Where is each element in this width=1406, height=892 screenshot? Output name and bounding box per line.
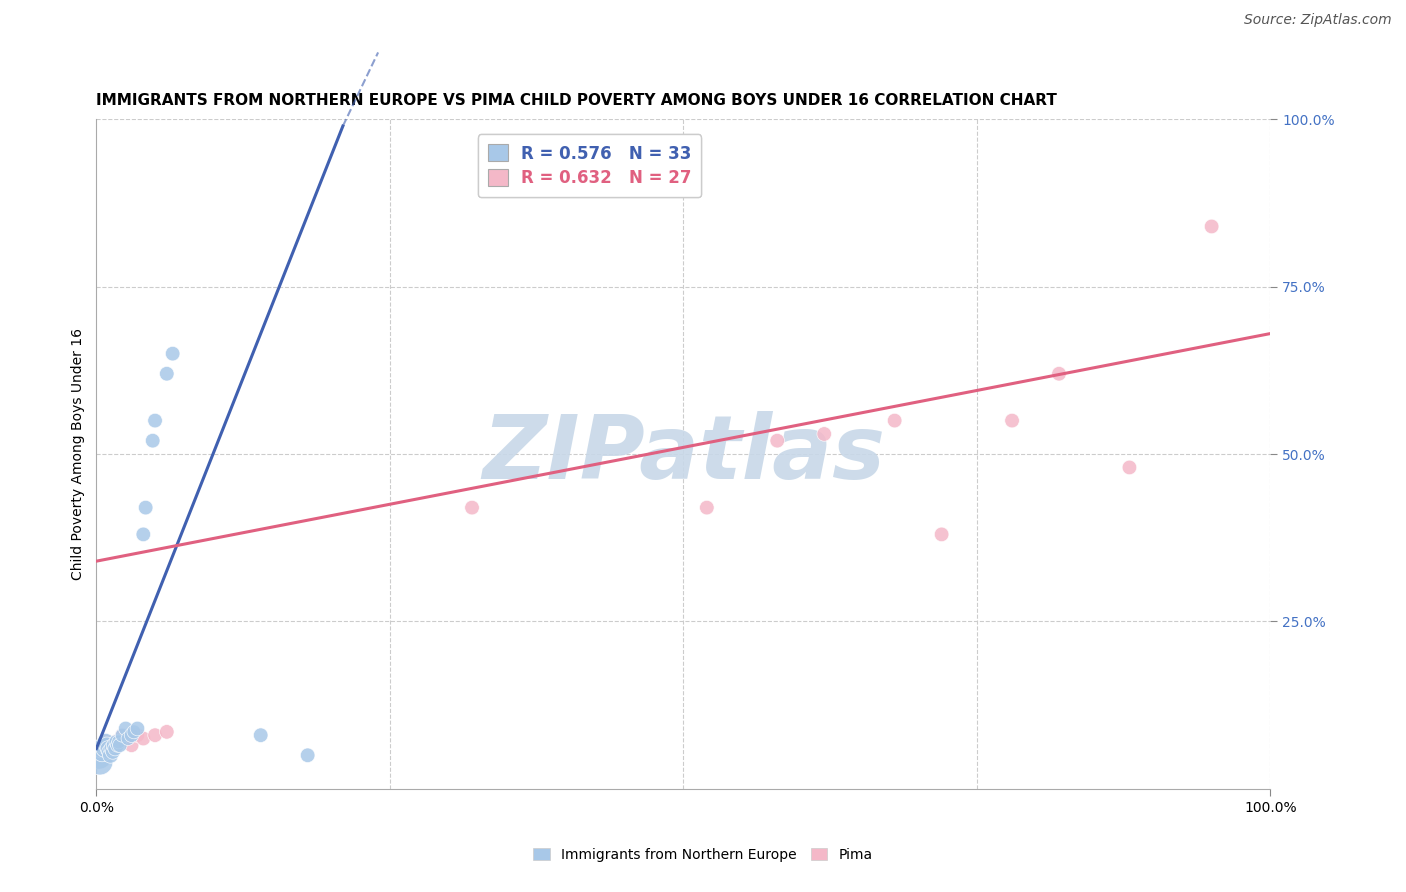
Point xyxy=(132,731,155,746)
Point xyxy=(931,527,953,541)
Point xyxy=(105,735,128,749)
Point xyxy=(100,748,122,763)
Point xyxy=(96,738,118,752)
Point xyxy=(162,346,184,360)
Point xyxy=(107,735,129,749)
Legend: Immigrants from Northern Europe, Pima: Immigrants from Northern Europe, Pima xyxy=(527,842,879,867)
Point xyxy=(1047,367,1070,381)
Point xyxy=(100,741,122,756)
Point xyxy=(766,434,789,448)
Point xyxy=(297,748,319,763)
Point xyxy=(813,427,835,442)
Y-axis label: Child Poverty Among Boys Under 16: Child Poverty Among Boys Under 16 xyxy=(72,328,86,580)
Point xyxy=(114,722,136,736)
Point xyxy=(89,745,111,759)
Point xyxy=(108,735,131,749)
Text: IMMIGRANTS FROM NORTHERN EUROPE VS PIMA CHILD POVERTY AMONG BOYS UNDER 16 CORREL: IMMIGRANTS FROM NORTHERN EUROPE VS PIMA … xyxy=(97,94,1057,109)
Point xyxy=(93,738,115,752)
Point xyxy=(108,738,131,752)
Point xyxy=(127,722,149,736)
Legend: R = 0.576   N = 33, R = 0.632   N = 27: R = 0.576 N = 33, R = 0.632 N = 27 xyxy=(478,135,702,197)
Point xyxy=(91,741,114,756)
Point xyxy=(107,738,129,752)
Point xyxy=(89,755,111,769)
Point xyxy=(117,731,139,746)
Point xyxy=(87,748,110,763)
Point xyxy=(93,738,115,752)
Point xyxy=(1118,460,1140,475)
Point xyxy=(97,741,120,756)
Point xyxy=(111,728,134,742)
Point xyxy=(91,745,114,759)
Point xyxy=(103,738,125,752)
Point xyxy=(107,738,129,752)
Point xyxy=(111,728,134,742)
Point xyxy=(696,500,718,515)
Point xyxy=(93,741,115,756)
Point xyxy=(121,728,143,742)
Point xyxy=(132,527,155,541)
Point xyxy=(98,745,121,759)
Point xyxy=(156,367,179,381)
Point xyxy=(1001,414,1024,428)
Point xyxy=(104,741,127,756)
Point xyxy=(101,745,124,759)
Point xyxy=(101,738,124,752)
Point xyxy=(142,434,165,448)
Point xyxy=(114,731,136,746)
Point xyxy=(249,728,271,742)
Point xyxy=(135,500,157,515)
Point xyxy=(883,414,905,428)
Point xyxy=(461,500,484,515)
Point xyxy=(90,741,112,756)
Text: Source: ZipAtlas.com: Source: ZipAtlas.com xyxy=(1244,13,1392,28)
Point xyxy=(1201,219,1223,234)
Point xyxy=(121,738,143,752)
Point xyxy=(143,414,166,428)
Point xyxy=(127,728,149,742)
Point xyxy=(94,735,117,749)
Point xyxy=(100,741,122,756)
Point xyxy=(156,724,179,739)
Point xyxy=(97,738,120,752)
Point xyxy=(122,724,145,739)
Text: ZIPatlas: ZIPatlas xyxy=(482,410,884,498)
Point xyxy=(104,735,127,749)
Point xyxy=(143,728,166,742)
Point xyxy=(94,735,117,749)
